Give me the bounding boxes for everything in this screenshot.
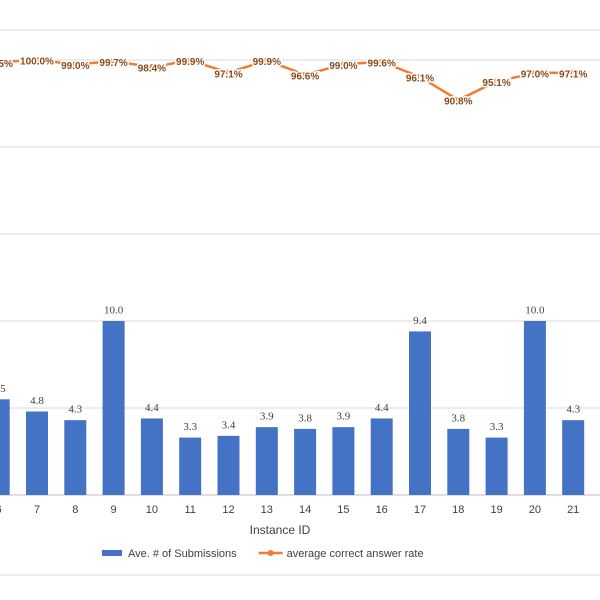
line-point	[0, 59, 2, 65]
x-tick-label: 14	[299, 504, 311, 516]
legend-label: Ave. # of Submissions	[128, 548, 237, 560]
bar-value-label: 9.4	[413, 315, 427, 327]
bar	[332, 427, 355, 495]
bar	[64, 420, 87, 495]
line-point	[110, 58, 117, 65]
bar	[562, 420, 585, 495]
line-point	[531, 70, 538, 77]
bar-value-label: 3.8	[451, 412, 465, 424]
line-point	[340, 61, 347, 68]
line-point	[417, 73, 423, 80]
x-tick-label: 16	[376, 504, 388, 516]
line-value-label: 97.1%	[214, 69, 242, 80]
bar	[370, 418, 393, 495]
line-value-label: 96.1%	[406, 74, 434, 85]
bar-value-label: 4.3	[68, 404, 82, 416]
line-point	[225, 69, 232, 76]
x-tick-label: 17	[414, 504, 426, 516]
bar	[485, 437, 508, 495]
bar	[217, 435, 240, 495]
x-tick-label: 7	[34, 504, 40, 516]
bar	[294, 428, 317, 495]
bar-value-label: 3.9	[337, 411, 351, 423]
x-axis-label: Instance ID	[250, 523, 311, 537]
line-value-label: 97.0%	[521, 70, 549, 81]
x-tick-label: 11	[184, 504, 195, 516]
line-value-label: 99.0%	[61, 61, 89, 72]
bar	[0, 399, 10, 495]
line-value-label: 99.9%	[253, 57, 281, 68]
legend-swatch	[102, 550, 122, 556]
bar	[102, 321, 125, 495]
bar	[447, 428, 470, 495]
x-tick-label: 9	[111, 504, 117, 516]
line-point	[148, 63, 155, 70]
line-point	[263, 57, 270, 64]
line-point	[378, 58, 385, 65]
x-tick-label: 20	[529, 504, 541, 516]
bar-value-label: 4.4	[145, 402, 159, 414]
line	[0, 58, 574, 102]
bar-value-label: 3.9	[260, 411, 274, 423]
line-point	[570, 69, 577, 76]
line-value-label: 97.1%	[559, 69, 587, 80]
x-tick-label: 18	[452, 504, 464, 516]
x-tick-label: 19	[490, 504, 502, 516]
bar-value-label: 5.5	[0, 383, 6, 395]
line-value-label: 95.1%	[482, 78, 510, 89]
bar	[409, 331, 431, 495]
legend-label: average correct answer rate	[287, 548, 424, 560]
x-tick-label: 13	[261, 504, 273, 516]
x-tick-label: 8	[72, 504, 78, 516]
bar-value-label: 10.0	[104, 305, 124, 317]
x-tick-label: 10	[146, 504, 158, 516]
line-value-label: 99.5%	[0, 59, 13, 70]
x-tick-label: 15	[337, 504, 349, 516]
line-value-label: 98.4%	[138, 64, 166, 75]
line-value-label: 99.0%	[329, 61, 357, 72]
line-point	[302, 71, 309, 78]
legend-swatch	[267, 550, 274, 556]
line-value-label: 99.7%	[99, 58, 127, 69]
bar-value-label: 3.3	[490, 421, 504, 433]
bar-value-label: 3.3	[183, 421, 197, 433]
line-value-label: 99.9%	[176, 57, 204, 68]
x-tick-label: 6	[0, 504, 2, 516]
line-value-label: 99.6%	[368, 58, 396, 69]
bar	[26, 411, 48, 495]
bar-value-label: 10.0	[525, 305, 545, 317]
bar-value-label: 4.4	[375, 402, 389, 414]
bar-value-label: 3.8	[298, 412, 312, 424]
bar-value-label: 3.4	[222, 419, 236, 431]
line-value-label: 100.0%	[20, 57, 54, 68]
bar-value-label: 4.8	[30, 395, 44, 407]
bar	[523, 321, 546, 495]
x-tick-label: 12	[222, 504, 234, 516]
bar-value-label: 4.3	[566, 404, 580, 416]
line-value-label: 90.8%	[444, 97, 472, 108]
line-point	[72, 61, 79, 68]
line-point	[34, 57, 40, 63]
line-point	[455, 97, 462, 104]
bar	[255, 427, 278, 495]
bar	[140, 418, 163, 495]
line-point	[187, 57, 194, 64]
line-value-label: 96.6%	[291, 71, 319, 82]
bar	[179, 437, 202, 495]
line-point	[493, 78, 500, 85]
x-tick-label: 21	[567, 504, 579, 516]
